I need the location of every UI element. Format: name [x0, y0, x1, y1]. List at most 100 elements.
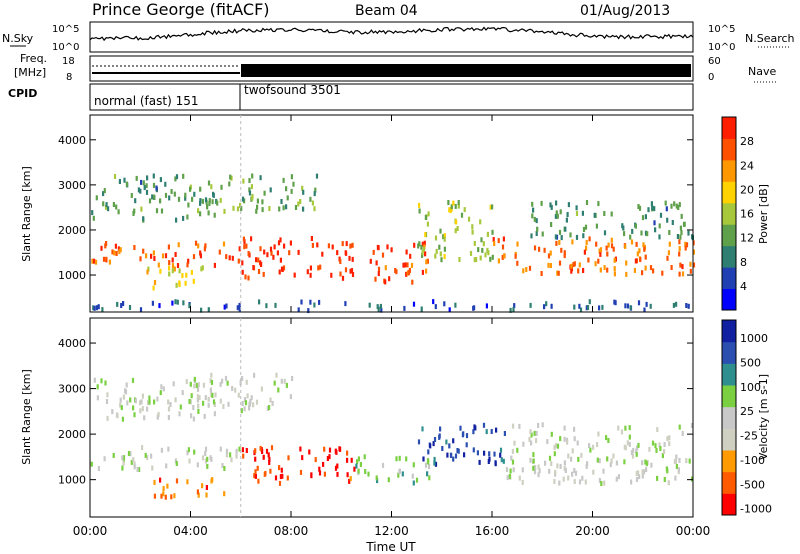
heatmap-cell	[159, 198, 162, 204]
heatmap-cell	[178, 411, 181, 417]
heatmap-cell	[518, 423, 521, 429]
heatmap-cell	[228, 255, 231, 261]
heatmap-cell	[528, 265, 532, 271]
heatmap-cell	[450, 204, 453, 210]
heatmap-cell	[90, 461, 93, 467]
heatmap-cell	[585, 305, 588, 311]
heatmap-cell	[538, 468, 541, 474]
heatmap-cell	[639, 257, 642, 263]
heatmap-cell	[142, 216, 145, 222]
heatmap-cell	[670, 203, 673, 209]
colorbar-tick-label: -25	[740, 430, 758, 443]
heatmap-cell	[405, 456, 408, 462]
heatmap-cell	[336, 250, 339, 256]
heatmap-cell	[227, 401, 230, 407]
heatmap-cell	[578, 262, 581, 268]
heatmap-cell	[472, 447, 475, 453]
heatmap-cell	[452, 456, 455, 462]
heatmap-cell	[554, 213, 557, 219]
heatmap-cell	[645, 467, 648, 473]
heatmap-cell	[252, 265, 255, 270]
heatmap-cell	[595, 241, 598, 247]
heatmap-cell	[685, 242, 689, 248]
heatmap-cell	[376, 478, 379, 484]
freq-right-tick-top: 60	[708, 56, 721, 67]
heatmap-cell	[564, 226, 567, 232]
heatmap-cell	[533, 216, 536, 222]
heatmap-cell	[122, 394, 125, 400]
heatmap-cell	[103, 456, 106, 462]
heatmap-cell	[433, 460, 436, 466]
heatmap-cell	[409, 253, 412, 259]
heatmap-cell	[143, 185, 146, 191]
heatmap-cell	[522, 268, 525, 274]
heatmap-cell	[441, 446, 444, 451]
heatmap-cell	[152, 182, 156, 188]
heatmap-cell	[105, 256, 108, 262]
heatmap-cell	[120, 303, 123, 308]
heatmap-cell	[274, 302, 277, 308]
heatmap-cell	[108, 259, 111, 265]
heatmap-cell	[141, 445, 144, 450]
power-colorbar: 4 8 12 16 20 24 28	[721, 116, 754, 311]
heatmap-cell	[311, 242, 314, 248]
heatmap-cell	[412, 301, 416, 307]
heatmap-cell	[420, 306, 423, 312]
heatmap-cell	[138, 467, 141, 472]
heatmap-cell	[478, 459, 481, 465]
heatmap-cell	[311, 200, 314, 206]
heatmap-cell	[299, 469, 303, 475]
heatmap-cell	[236, 305, 239, 311]
heatmap-cell	[299, 199, 302, 204]
heatmap-cell	[239, 380, 242, 386]
heatmap-cell	[653, 206, 656, 212]
heatmap-cell	[266, 406, 269, 411]
heatmap-cell	[544, 460, 547, 466]
heatmap-cell	[256, 204, 259, 210]
heatmap-cell	[613, 266, 616, 272]
heatmap-cell	[283, 243, 286, 249]
heatmap-cell	[637, 300, 641, 306]
heatmap-cell	[359, 462, 362, 467]
heatmap-cell	[426, 221, 429, 227]
heatmap-cell	[516, 447, 519, 453]
heatmap-cell	[535, 438, 538, 444]
heatmap-cell	[663, 442, 666, 447]
power-heatmap-cells	[91, 173, 696, 314]
heatmap-cell	[596, 442, 599, 448]
heatmap-cell	[688, 458, 691, 464]
heatmap-cell	[658, 223, 661, 229]
colorbar-tick-label: 24	[740, 159, 754, 172]
heatmap-cell	[213, 402, 216, 407]
heatmap-cell	[641, 469, 644, 475]
heatmap-cell	[315, 173, 319, 179]
heatmap-cell	[162, 491, 165, 497]
heatmap-cell	[589, 447, 592, 453]
heatmap-cell	[335, 449, 338, 455]
heatmap-cell	[155, 185, 158, 191]
heatmap-cell	[556, 213, 559, 219]
heatmap-cell	[687, 230, 690, 236]
heatmap-cell	[677, 205, 680, 210]
heatmap-cell	[380, 307, 383, 313]
heatmap-cell	[146, 455, 149, 460]
heatmap-cell	[223, 304, 226, 310]
heatmap-cell	[553, 479, 556, 484]
heatmap-cell	[232, 205, 235, 211]
heatmap-cell	[659, 446, 662, 451]
heatmap-cell	[554, 443, 558, 449]
heatmap-cell	[282, 205, 285, 211]
heatmap-cell	[497, 238, 500, 244]
y-tick-label: 2000	[58, 428, 86, 441]
heatmap-cell	[684, 245, 687, 251]
heatmap-cell	[562, 476, 565, 482]
heatmap-cell	[579, 307, 583, 313]
heatmap-cell	[403, 305, 406, 311]
heatmap-cell	[248, 187, 251, 193]
heatmap-cell	[208, 198, 211, 204]
heatmap-cell	[689, 261, 692, 267]
heatmap-cell	[184, 280, 187, 286]
heatmap-cell	[628, 434, 631, 440]
colorbar-swatch	[722, 159, 736, 182]
cpid-segment-1: normal (fast) 151	[94, 94, 198, 108]
